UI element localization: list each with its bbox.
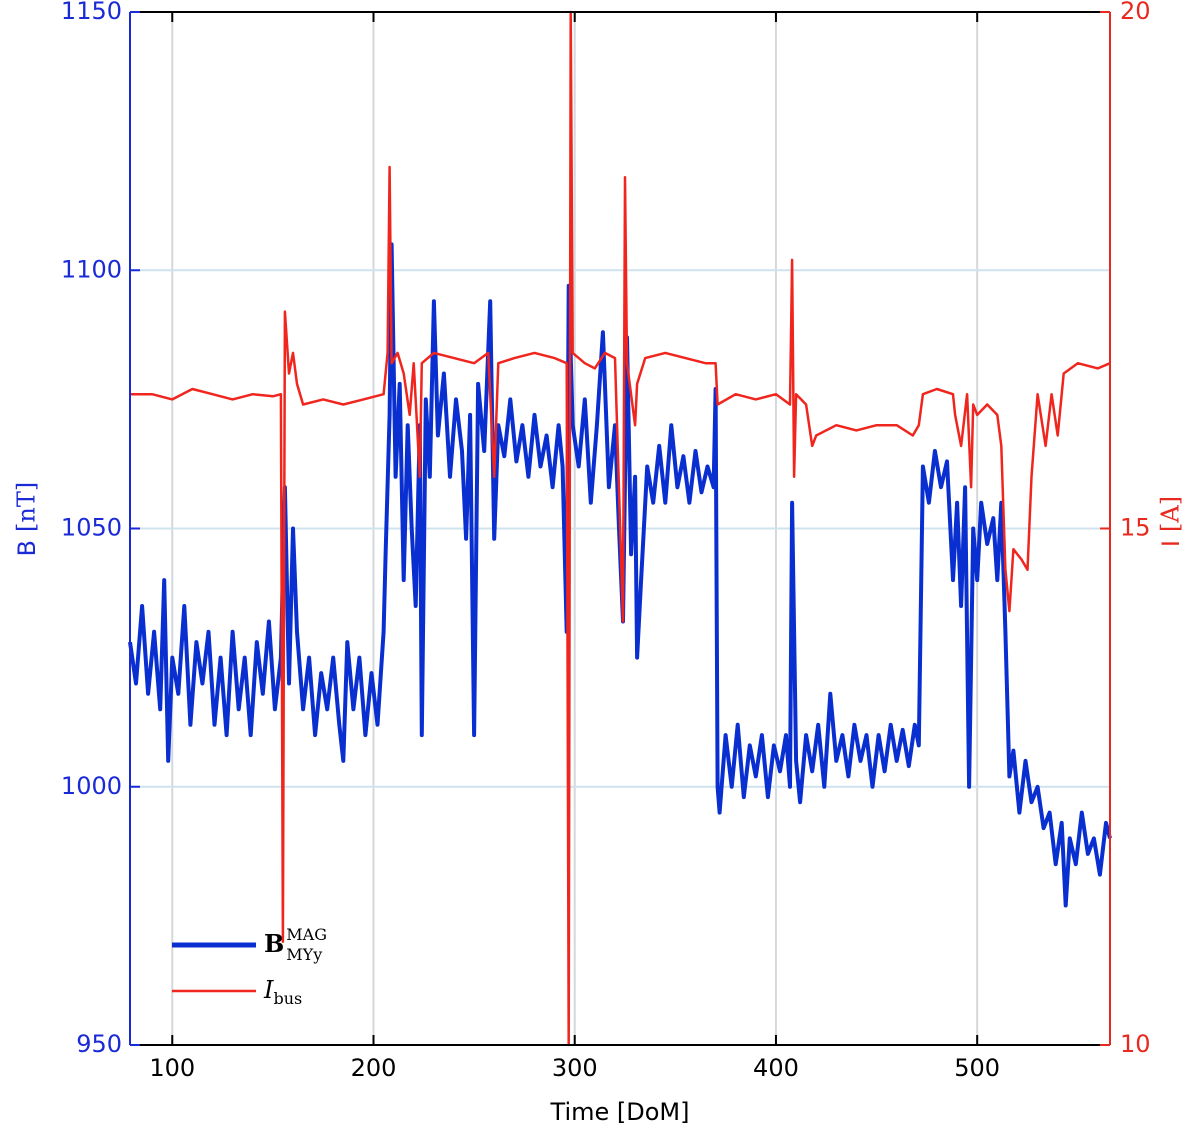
x-tick-label: 200 (351, 1054, 397, 1082)
y-tick-label: 1100 (61, 255, 122, 283)
legend-label: Ibus (263, 976, 302, 1008)
y-tick-label: 1050 (61, 514, 122, 542)
x-tick-label: 400 (753, 1054, 799, 1082)
legend-sub: MYy (286, 945, 322, 964)
x-tick-label: 100 (149, 1054, 195, 1082)
x-tick-label: 300 (552, 1054, 598, 1082)
legend-name: B (264, 929, 284, 958)
legend-sub: bus (273, 989, 302, 1008)
y2-tick-label: 10 (1120, 1030, 1151, 1058)
x-axis-label: Time [DoM] (550, 1098, 690, 1126)
data-line (130, 10, 1111, 1047)
y-tick-label: 1000 (61, 772, 122, 800)
y2-axis-label: I (1157, 540, 1185, 547)
data-line (128, 242, 1112, 908)
y-axis-label: B (13, 540, 41, 556)
legend-sup: MAG (286, 925, 327, 944)
y2-tick-label: 20 (1120, 0, 1151, 25)
y-tick-label: 1150 (61, 0, 122, 25)
y2-axis-unit: [A] (1157, 496, 1185, 532)
legend-label: B MAG MYy (264, 925, 327, 964)
legend-name: I (263, 976, 274, 1004)
y2-tick-label: 15 (1120, 514, 1151, 542)
y-axis-label-group: B [nT] (13, 482, 42, 557)
y-axis-unit: [nT] (13, 482, 41, 532)
x-tick-label: 500 (954, 1054, 1000, 1082)
y-tick-label: 950 (76, 1030, 122, 1058)
y2-axis-label-group: I [A] (1157, 496, 1186, 547)
